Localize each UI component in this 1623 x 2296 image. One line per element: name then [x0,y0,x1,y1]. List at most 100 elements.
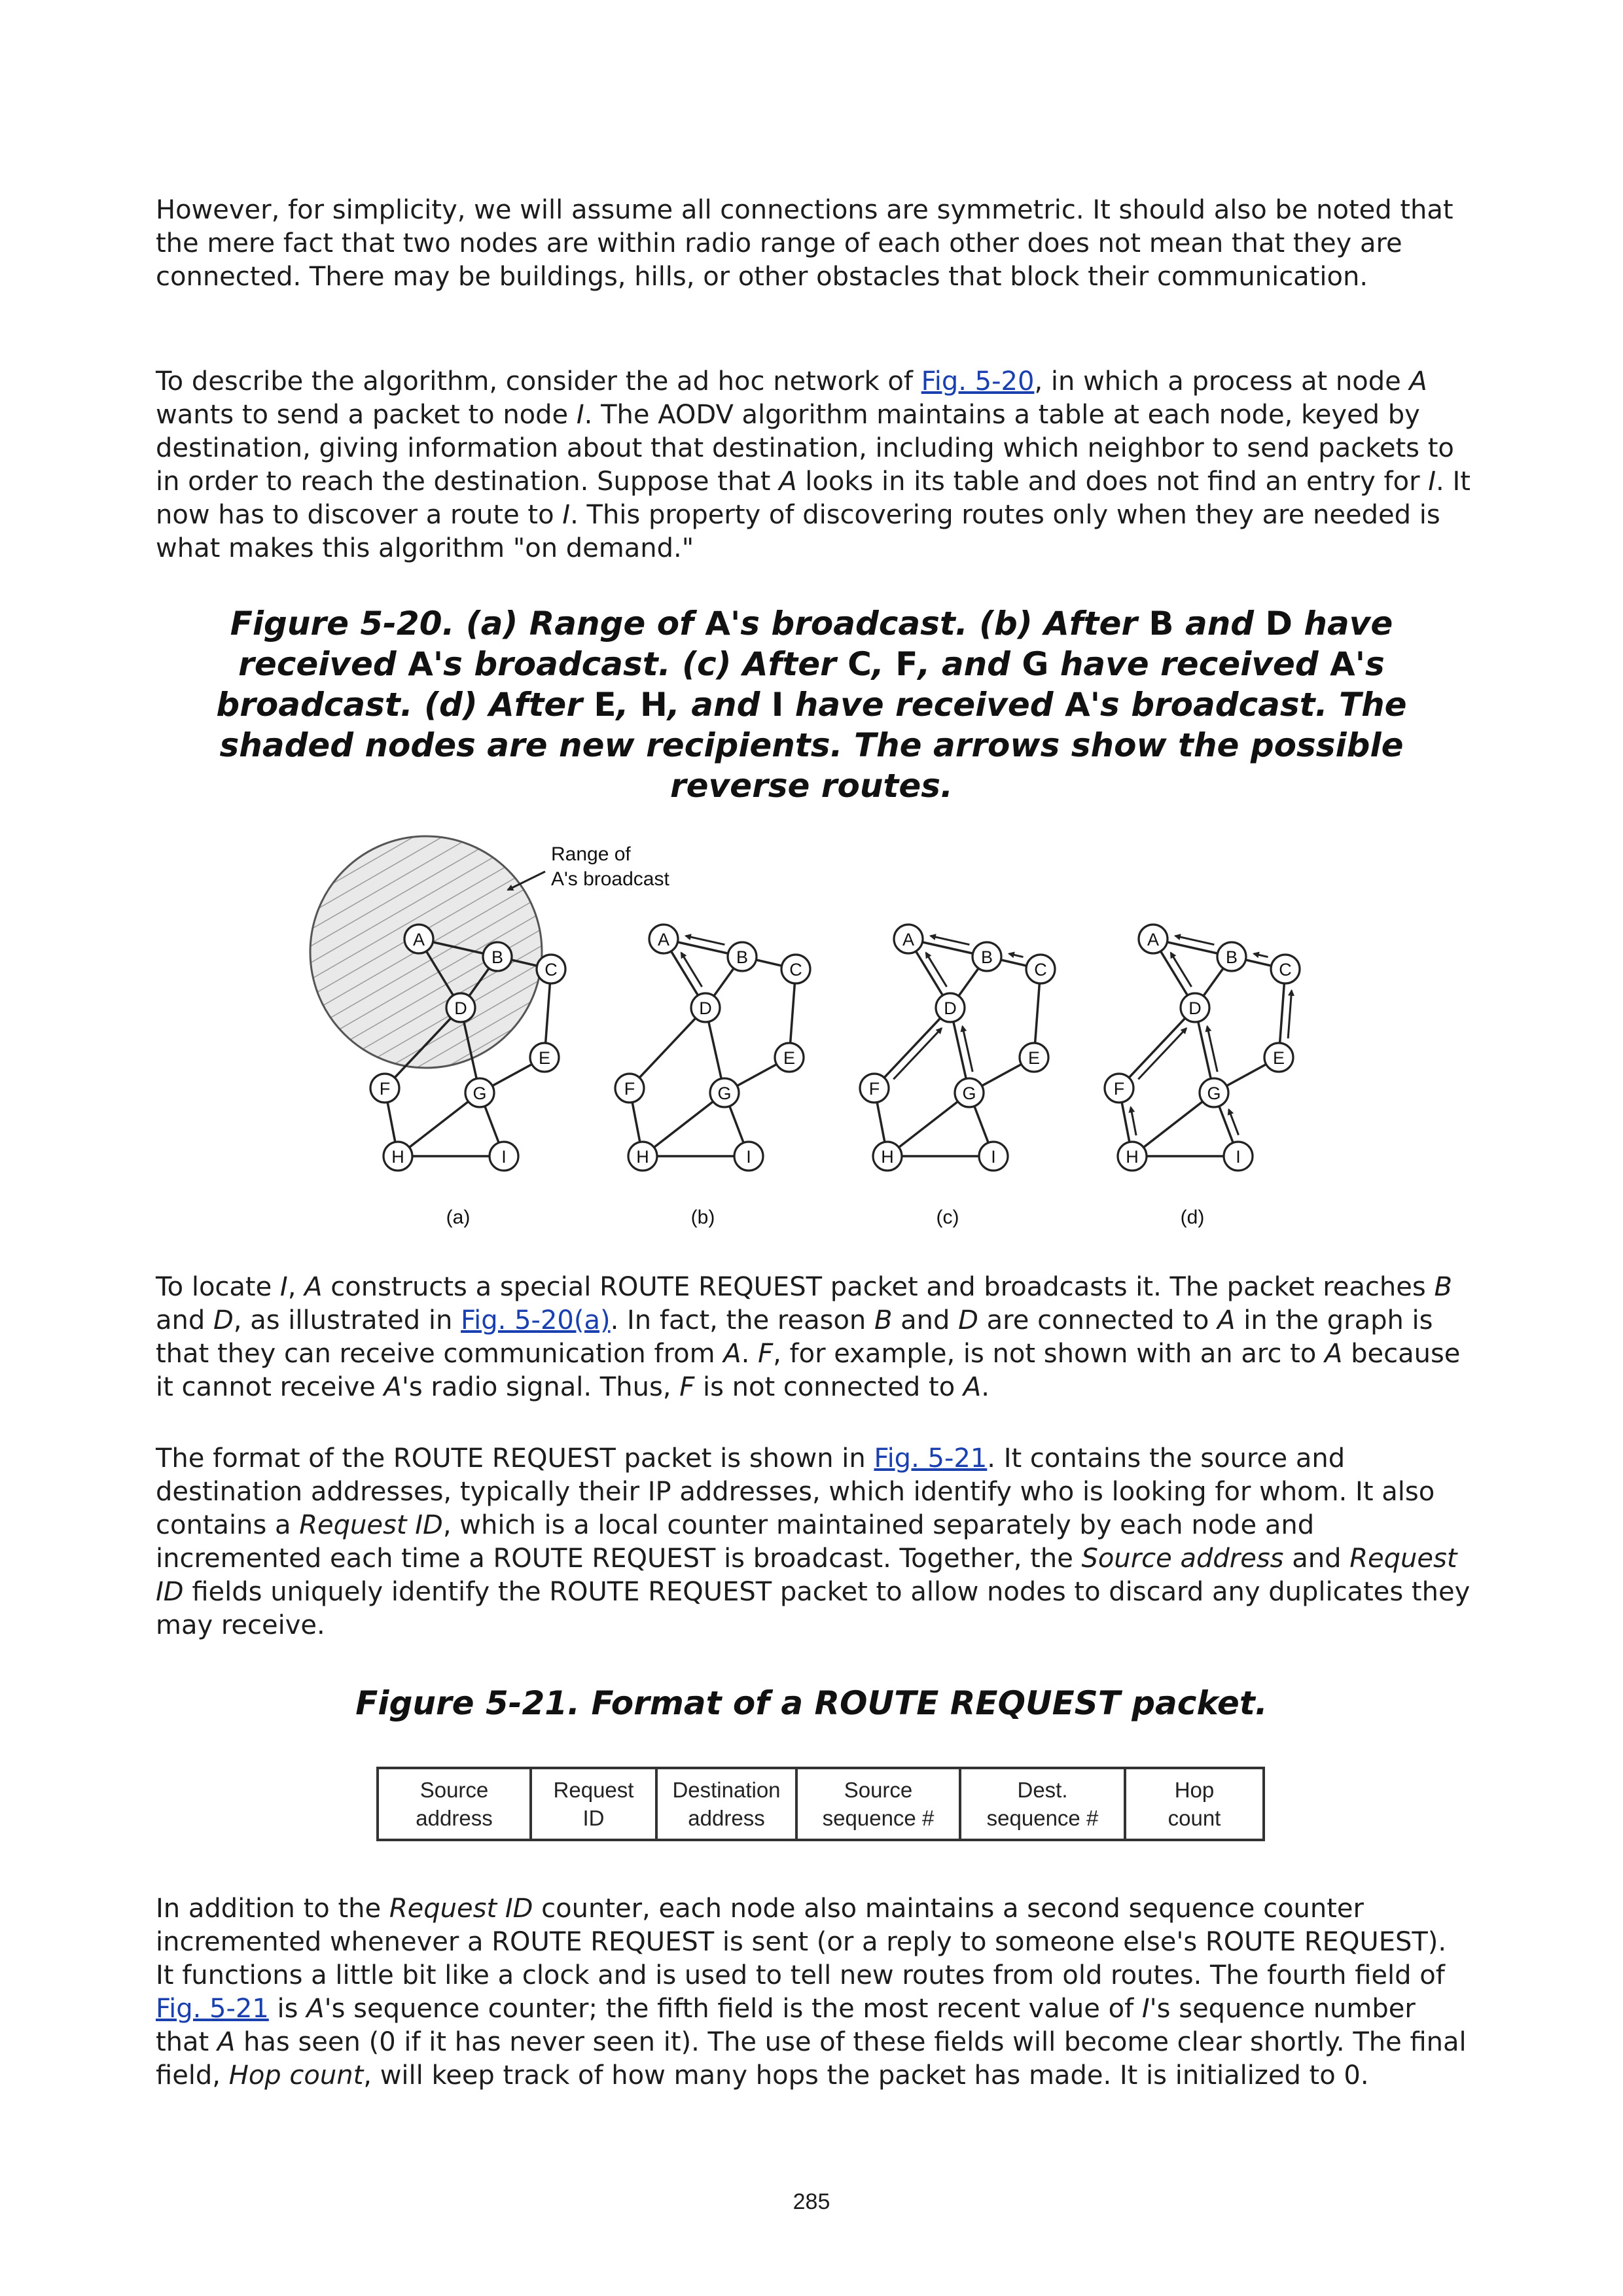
network-panel: A B C D E F G H I (c) [859,923,1056,1228]
text: . It contains the source and destination… [156,1443,1435,1540]
text: . [981,1372,990,1402]
node-circle [445,992,476,1023]
text: have received [783,686,1065,724]
link-fig-5-20[interactable]: Fig. 5-20 [921,366,1035,397]
link-fig-5-21[interactable]: Fig. 5-21 [874,1443,988,1474]
text: , and [667,686,772,724]
node-ref: A [963,1372,982,1402]
node-circle [529,1042,560,1073]
text: 's radio signal. Thus, [401,1372,680,1402]
node-ref: B [1149,605,1174,643]
network-link [1131,1091,1215,1157]
network-link [383,1006,462,1089]
node-ref: I [1428,467,1436,497]
node-circle [893,923,924,955]
text: 's broadcast. The shaded nodes are new r… [219,686,1407,805]
node-ref: A [306,1994,325,2024]
text: are connected to [978,1305,1218,1335]
link-fig-5-21[interactable]: Fig. 5-21 [156,1994,269,2024]
reverse-route-arrow [1173,934,1215,946]
network-link [641,1091,726,1157]
reverse-route-arrow [684,934,725,946]
reverse-route-arrow [893,1027,943,1080]
node-ref: F [679,1372,695,1402]
text: is [268,1994,307,2024]
node-circle [482,941,513,972]
range-label-pointer [507,870,546,891]
paragraph-algorithm: To describe the algorithm, consider the … [156,365,1471,565]
network-node: I [488,1140,520,1172]
node-circle [1116,1140,1148,1172]
text: and [1283,1544,1350,1574]
node-circle [403,923,435,955]
figure-5-21-caption: Figure 5-21. Format of a ROUTE REQUEST p… [355,1684,1268,1722]
field-label: Source [844,1778,913,1802]
network-node: D [935,992,966,1023]
node-ref: D [958,1305,978,1335]
network-node: G [709,1077,740,1108]
field-label: count [1168,1806,1221,1830]
figure-5-20-diagram: Range of A's broadcast A B C D E F G H I (a) A B C D E… [309,835,1301,1228]
node-label: A [1147,930,1159,949]
node-label: A [902,930,914,949]
node-circle [382,1140,414,1172]
node-circle [648,923,679,955]
node-circle [971,941,1003,972]
node-circle [978,1140,1009,1172]
network-node: B [971,941,1003,972]
network-node: D [690,992,721,1023]
text: , [616,686,640,724]
node-label: B [736,947,748,967]
network-link [1118,1006,1196,1089]
panel-label: (d) [1181,1207,1205,1228]
reverse-route-arrow [925,951,948,987]
node-circle [690,992,721,1023]
route-request-format-table: Source address Request ID Destination addre… [376,1767,1265,1841]
node-circle [1198,1077,1230,1108]
text: has seen (0 if it has never seen it). Th… [156,2027,1467,2091]
node-label: B [981,947,993,967]
text: 's sequence number that [156,1994,1416,2057]
node-ref: I [576,400,584,430]
reverse-route-arrow [1287,989,1294,1039]
link-fig-5-20a[interactable]: Fig. 5-20(a) [461,1305,611,1335]
reverse-route-arrow [1205,1025,1219,1072]
node-label: A [658,930,669,949]
text: 's broadcast. (c) After [433,645,848,683]
node-label: H [636,1147,649,1167]
range-label-line2: A's broadcast [551,868,669,890]
node-ref: A [217,2027,236,2057]
text: because it cannot receive [156,1339,1461,1402]
network-node: D [445,992,476,1023]
term: Hop count [228,2060,364,2091]
node-ref: D [213,1305,234,1335]
network-node: G [954,1077,985,1108]
field-source-address: Source address [376,1767,532,1841]
node-label: I [501,1147,507,1167]
reverse-route-arrow [1252,951,1268,959]
node-label: A [413,930,425,949]
term: Source address [1081,1544,1284,1574]
network-panel: A B C D E F G H I (d) [1103,923,1301,1228]
text: and [892,1305,959,1335]
network-node: B [482,941,513,972]
text: and [156,1305,213,1335]
network-node: C [535,953,567,985]
panel-label: (a) [446,1207,471,1228]
text: , and [918,645,1022,683]
reverse-route-arrow [680,951,703,987]
node-ref: I [562,500,571,530]
text: , for example, is not shown with an arc … [773,1339,1325,1369]
text: in the graph is that they can receive co… [156,1305,1433,1369]
paragraph-route-request: To locate I, A constructs a special ROUT… [156,1271,1471,1404]
network-node: H [627,1140,658,1172]
network-node: C [1025,953,1056,985]
node-circle [954,1077,985,1108]
node-circle [872,1140,903,1172]
reverse-route-arrow [960,1025,974,1072]
text: . The AODV algorithm maintains a table a… [156,400,1454,497]
node-ref: E [594,686,616,724]
network-node: F [369,1072,401,1104]
node-label: F [869,1079,880,1099]
text: To locate [156,1272,280,1302]
